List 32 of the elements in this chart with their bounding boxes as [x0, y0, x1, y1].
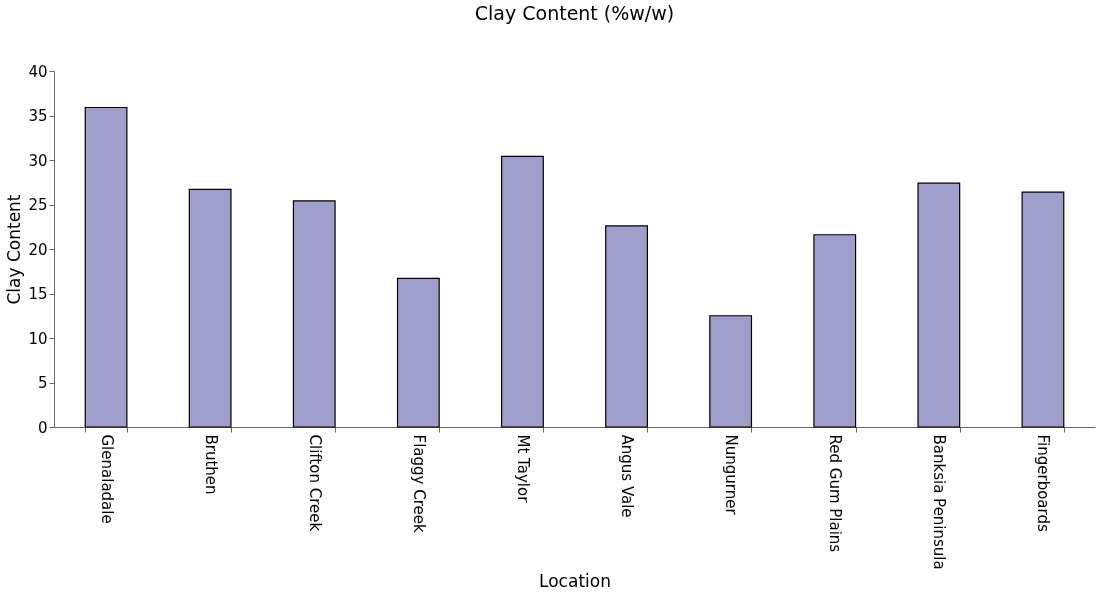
bar [188, 188, 232, 428]
y-tick-label: 30 [28, 151, 48, 170]
bar [84, 106, 128, 428]
bar [813, 234, 857, 428]
bar [605, 225, 648, 428]
x-tick-label: Flaggy Creek [409, 434, 428, 533]
x-tick-label: Bruthen [201, 434, 220, 495]
x-tick-label: Glenaladale [97, 434, 116, 524]
x-tick-label: Mt Taylor [513, 434, 532, 504]
y-tick-label: 15 [28, 285, 48, 303]
y-tick-label: 40 [28, 62, 48, 81]
y-tick-label: 35 [28, 107, 48, 125]
y-tick-label: 10 [28, 329, 48, 348]
x-tick-label: Nungurner [722, 434, 741, 516]
y-axis-title: Clay Content [4, 194, 25, 305]
bar [1021, 191, 1065, 428]
bar [917, 182, 961, 428]
y-tick-label: 25 [28, 196, 48, 214]
bar [709, 315, 753, 428]
x-tick-label: Fingerboards [1034, 434, 1053, 532]
x-tick-label: Clifton Creek [305, 434, 324, 532]
bar [396, 277, 440, 428]
y-tick-label: 5 [37, 374, 48, 392]
bar [501, 155, 544, 428]
x-axis-title: Location [539, 570, 611, 591]
y-tick-label: 20 [28, 240, 48, 259]
y-tick-label: 0 [37, 418, 48, 437]
bar [292, 200, 336, 428]
chart-title: Clay Content (%w/w) [474, 2, 675, 24]
x-tick-label: Red Gum Plains [826, 434, 845, 553]
x-tick-label: Angus Vale [618, 434, 637, 518]
x-tick-label: Banksia Peninsula [930, 434, 949, 570]
